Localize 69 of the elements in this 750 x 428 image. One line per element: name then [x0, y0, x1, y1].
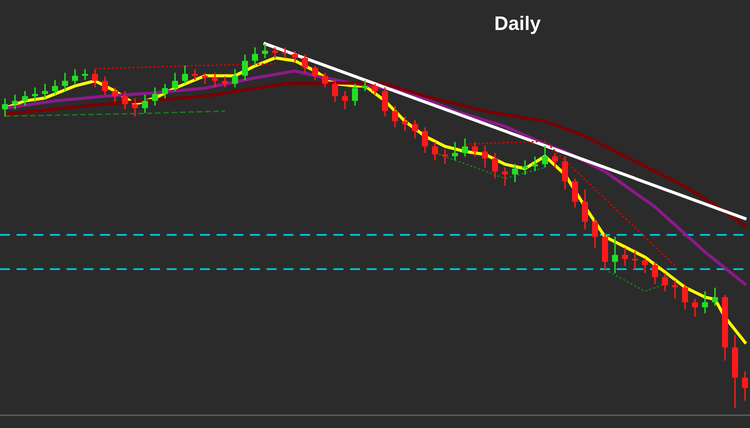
candlestick: [652, 262, 658, 285]
candlestick: [662, 272, 668, 292]
candlestick: [632, 250, 638, 270]
candlestick: [32, 86, 38, 103]
candlestick: [52, 79, 58, 96]
candlestick: [392, 104, 398, 128]
candlestick: [562, 156, 568, 190]
candlestick: [382, 86, 388, 118]
candlestick: [112, 86, 118, 103]
candlestick: [202, 72, 208, 84]
candlestick: [642, 258, 648, 274]
candlestick: [522, 160, 528, 176]
candlestick: [622, 246, 628, 267]
candlestick: [542, 144, 548, 168]
candlestick: [502, 166, 508, 186]
candlestick: [42, 83, 48, 100]
candlestick: [342, 90, 348, 110]
candlestick: [92, 68, 98, 88]
candlestick: [292, 50, 298, 63]
candlestick: [102, 76, 108, 96]
candlestick: [302, 54, 308, 74]
candlestick: [22, 90, 28, 106]
candlestick: [12, 94, 18, 110]
candlestick: [262, 43, 268, 59]
candlestick: [352, 83, 358, 106]
candlestick: [592, 218, 598, 248]
candlestick: [252, 46, 258, 66]
candlestick: [572, 178, 578, 208]
candlestick: [362, 79, 368, 92]
candlestick: [472, 141, 478, 158]
candlestick: [492, 152, 498, 180]
candlestick: [552, 152, 558, 168]
candlestick: [322, 72, 328, 88]
candlestick: [482, 144, 488, 168]
candlestick: [372, 83, 378, 96]
candlestick: [742, 370, 748, 402]
candlestick: [142, 94, 148, 114]
candlestick: [582, 188, 588, 230]
candlestick: [62, 72, 68, 92]
candlestick: [702, 290, 708, 314]
candlestick: [72, 68, 78, 84]
candlestick: [612, 236, 618, 274]
candlestick: [512, 163, 518, 183]
candlestick: [172, 72, 178, 92]
candlestick: [462, 138, 468, 158]
candlestick: [452, 141, 458, 161]
candlestick: [412, 119, 418, 140]
candlestick: [132, 98, 138, 118]
candlestick: [422, 126, 428, 154]
candlestick: [682, 283, 688, 310]
candlestick: [312, 64, 318, 81]
candlestick: [672, 280, 678, 300]
candlestick: [432, 141, 438, 161]
chart-title: Daily: [496, 16, 541, 34]
candlestick: [2, 98, 8, 118]
candlestick: [332, 79, 338, 103]
candlestick: [692, 298, 698, 318]
candlestick: [282, 46, 288, 59]
candlestick: [152, 86, 158, 106]
candlestick: [212, 72, 218, 88]
candlestick: [532, 156, 538, 172]
candlestick: [222, 76, 228, 88]
candlestick: [242, 54, 248, 81]
candlestick: [272, 46, 278, 59]
candlestick: [712, 287, 718, 307]
candlestick: [182, 64, 188, 84]
candlestick: [232, 68, 238, 88]
candlestick: [162, 83, 168, 100]
candlestick: [122, 90, 128, 110]
